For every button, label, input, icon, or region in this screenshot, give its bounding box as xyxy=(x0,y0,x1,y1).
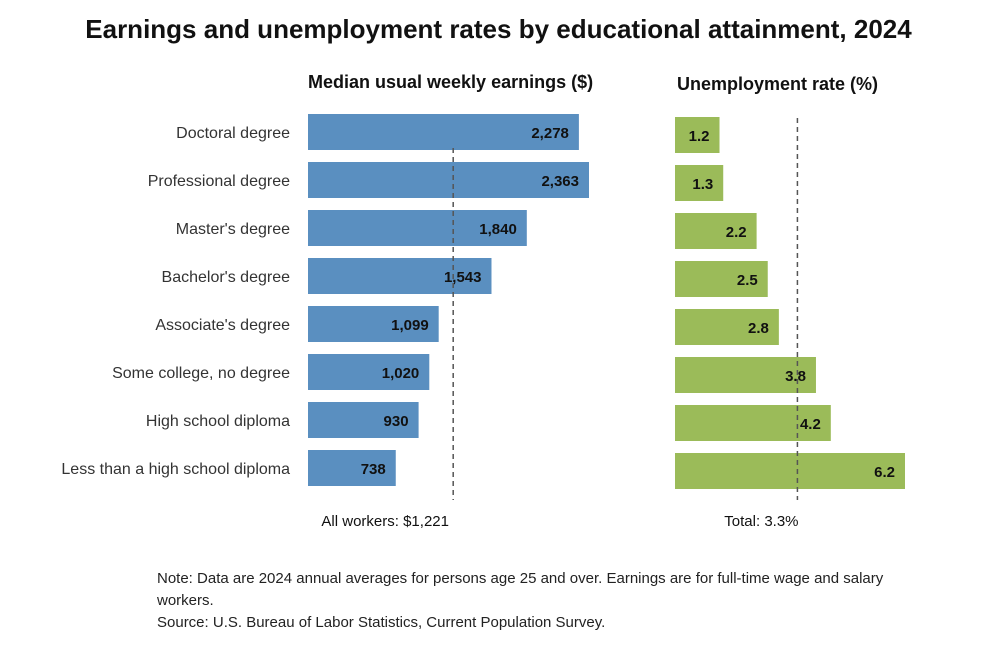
unemployment-bar xyxy=(675,405,831,441)
earnings-bar xyxy=(308,450,396,486)
unemployment-bar xyxy=(675,309,779,345)
unemployment-panel-title: Unemployment rate (%) xyxy=(677,74,879,94)
earnings-bar xyxy=(308,114,579,150)
earnings-bar xyxy=(308,354,430,390)
unemployment-value-label: 1.3 xyxy=(692,176,713,193)
chart-title: Earnings and unemployment rates by educa… xyxy=(85,14,912,44)
earnings-bar xyxy=(308,210,527,246)
category-label: Some college, no degree xyxy=(112,365,290,382)
unemployment-bar xyxy=(675,357,816,393)
unemployment-value-label: 3.8 xyxy=(785,368,806,385)
chart-note: Note: Data are 2024 annual averages for … xyxy=(157,568,937,634)
unemployment-value-label: 2.5 xyxy=(737,272,758,289)
earnings-value-label: 738 xyxy=(361,461,386,478)
earnings-value-label: 930 xyxy=(384,413,409,430)
earnings-panel-title: Median usual weekly earnings ($) xyxy=(308,72,594,92)
earnings-bar xyxy=(308,402,419,438)
unemployment-value-label: 4.2 xyxy=(800,416,821,433)
unemployment-bar xyxy=(675,213,757,249)
chart-canvas: Doctoral degree Professional degree Master… xyxy=(61,114,905,530)
earnings-value-label: 1,020 xyxy=(382,365,420,382)
earnings-value-label: 2,278 xyxy=(531,125,569,142)
source-text: Source: U.S. Bureau of Labor Statistics,… xyxy=(157,614,606,631)
category-label: Doctoral degree xyxy=(176,125,290,142)
earnings-value-label: 2,363 xyxy=(541,173,579,190)
unemployment-bar xyxy=(675,117,720,153)
category-label: Bachelor's degree xyxy=(162,269,291,286)
earnings-bar xyxy=(308,306,439,342)
earnings-reference-label: All workers: $1,221 xyxy=(321,513,449,530)
category-label: High school diploma xyxy=(146,413,290,430)
category-label: Professional degree xyxy=(148,173,290,190)
earnings-value-label: 1,840 xyxy=(479,221,517,238)
unemployment-value-label: 1.2 xyxy=(689,128,710,145)
unemployment-bar xyxy=(675,453,905,489)
unemployment-value-label: 2.8 xyxy=(748,320,769,337)
earnings-bar xyxy=(308,258,492,294)
category-label: Master's degree xyxy=(176,221,290,238)
unemployment-value-label: 6.2 xyxy=(874,464,895,481)
unemployment-reference-label: Total: 3.3% xyxy=(724,513,798,530)
unemployment-bar xyxy=(675,165,724,201)
earnings-value-label: 1,543 xyxy=(444,269,482,286)
unemployment-value-label: 2.2 xyxy=(726,224,747,241)
earnings-value-label: 1,099 xyxy=(391,317,429,334)
note-text: Note: Data are 2024 annual averages for … xyxy=(157,570,884,609)
unemployment-bar xyxy=(675,261,768,297)
category-label: Less than a high school diploma xyxy=(61,461,290,478)
earnings-bar xyxy=(308,162,589,198)
category-label: Associate's degree xyxy=(155,317,290,334)
